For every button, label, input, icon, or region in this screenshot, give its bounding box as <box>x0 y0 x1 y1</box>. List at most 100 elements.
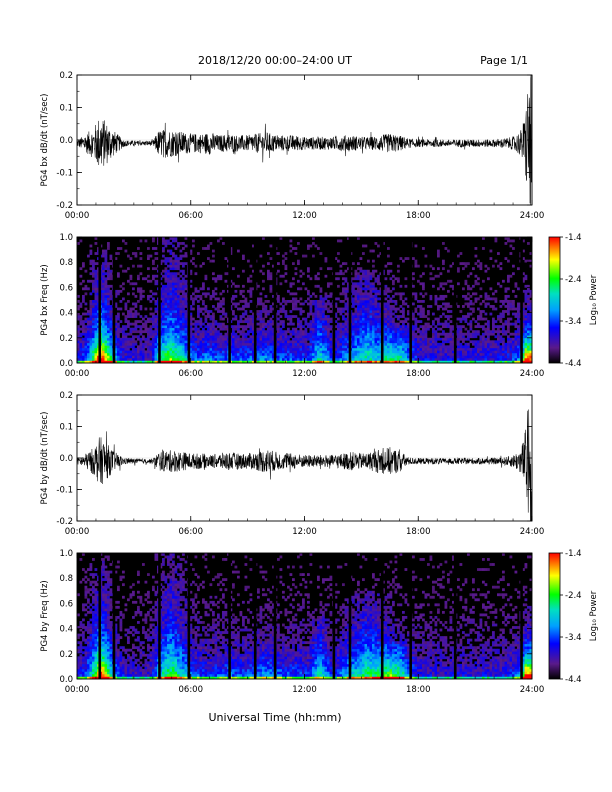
spectrogram-cell <box>379 272 383 276</box>
spectrogram-cell <box>467 292 470 296</box>
spectrogram-cell <box>387 355 390 359</box>
spectrogram-cell <box>159 302 163 306</box>
spectrogram-cell <box>509 305 513 308</box>
spectrogram-cell <box>189 337 193 341</box>
spectrogram-cell <box>292 262 295 266</box>
spectrogram-cell <box>394 357 398 361</box>
spectrogram-cell <box>117 289 120 293</box>
spectrogram-cell <box>487 322 490 326</box>
spectrogram-cell <box>307 297 310 301</box>
spectrogram-cell <box>132 335 135 339</box>
spectrogram-cell <box>312 292 315 296</box>
spectrogram-cell <box>139 352 143 356</box>
spectrogram-cell <box>364 317 368 321</box>
colorbar-label: Log₁₀ Power <box>589 274 599 325</box>
spectrogram-cell <box>182 350 185 354</box>
spectrogram-cell <box>234 355 238 359</box>
spectrogram-cell <box>262 360 265 364</box>
spectrogram-cell <box>377 325 380 329</box>
spectrogram-cell <box>509 345 513 349</box>
spectrogram-cell <box>199 332 203 336</box>
spectrogram-cell <box>314 294 318 298</box>
spectrogram-cell <box>239 350 243 354</box>
spectrogram-cell <box>272 294 275 298</box>
spectrogram-cell <box>277 327 280 331</box>
spectrogram-cell <box>144 325 148 329</box>
spectrogram-cell <box>457 360 460 364</box>
spectrogram-cell <box>202 347 205 351</box>
spectrogram-cell <box>269 357 273 361</box>
spectrogram-cell <box>497 345 500 349</box>
spectrogram-cell <box>307 269 310 273</box>
spectrogram-cell <box>84 307 88 311</box>
spectrogram-cell <box>442 267 445 271</box>
spectrogram-cell <box>494 350 498 354</box>
spectrogram-cell <box>302 282 305 286</box>
spectrogram-cell <box>189 279 193 283</box>
spectrogram-cell <box>364 284 368 288</box>
spectrogram-cell <box>159 292 163 296</box>
spectrogram-cell <box>527 330 530 334</box>
spectrogram-cell <box>404 317 408 321</box>
spectrogram-cell <box>219 302 223 306</box>
spectrogram-cell <box>352 315 355 318</box>
spectrogram-cell <box>149 307 153 311</box>
spectrogram-cell <box>429 337 433 341</box>
spectrogram-cell <box>309 350 313 354</box>
spectrogram-cell <box>342 337 345 341</box>
spectrogram-cell <box>169 287 173 291</box>
spectrogram-cell <box>424 254 428 258</box>
spectrogram-cell <box>359 315 363 318</box>
spectrogram-cell <box>234 305 238 308</box>
spectrogram-cell <box>459 330 463 334</box>
spectrogram-cell <box>137 350 140 354</box>
spectrogram-cell <box>447 350 450 354</box>
spectrogram-cell <box>284 257 288 260</box>
spectrogram-cell <box>414 335 418 339</box>
spectrogram-cell <box>214 292 218 296</box>
spectrogram-cell <box>344 279 348 283</box>
spectrogram-cell <box>344 352 348 356</box>
spectrogram-cell <box>127 320 130 323</box>
spectrogram-cell <box>327 284 330 288</box>
spectrogram-cell <box>347 315 350 318</box>
spectrogram-cell <box>107 242 110 245</box>
spectrogram-cell <box>282 259 285 263</box>
spectrogram-cell <box>247 259 250 263</box>
spectrogram-cell <box>277 345 280 349</box>
spectrogram-cell <box>189 317 193 321</box>
spectrogram-cell <box>209 242 213 245</box>
spectrogram-cell <box>482 342 485 346</box>
spectrogram-cell <box>164 312 168 316</box>
spectrogram-cell <box>169 327 173 331</box>
spectrogram-cell <box>354 310 358 313</box>
spectrogram-cell <box>117 292 120 296</box>
spectrogram-cell <box>354 337 358 341</box>
spectrogram-cell <box>144 277 148 281</box>
spectrogram-cell <box>137 300 140 303</box>
spectrogram-cell <box>172 355 175 359</box>
spectrogram-cell <box>337 322 340 326</box>
spectrogram-cell <box>507 320 510 323</box>
spectrogram-cell <box>402 292 405 296</box>
spectrogram-cell <box>424 264 428 268</box>
spectrogram-cell <box>449 340 453 344</box>
spectrogram-cell <box>102 284 105 288</box>
spectrogram-cell <box>244 312 248 316</box>
spectrogram-cell <box>484 345 488 349</box>
spectrogram-cell <box>279 327 283 331</box>
spectrogram-cell <box>309 312 313 316</box>
spectrogram-cell <box>339 355 343 359</box>
spectrogram-cell <box>257 350 260 354</box>
spectrogram-cell <box>249 294 253 298</box>
spectrogram-cell <box>139 287 143 291</box>
spectrogram-cell <box>142 357 145 361</box>
spectrogram-cell <box>329 335 333 339</box>
spectrogram-cell <box>284 340 288 344</box>
spectrogram-cell <box>302 350 305 354</box>
spectrogram-cell <box>329 292 333 296</box>
spectrogram-cell <box>397 330 400 334</box>
spectrogram-cell <box>209 345 213 349</box>
spectrogram-cell <box>522 360 525 364</box>
